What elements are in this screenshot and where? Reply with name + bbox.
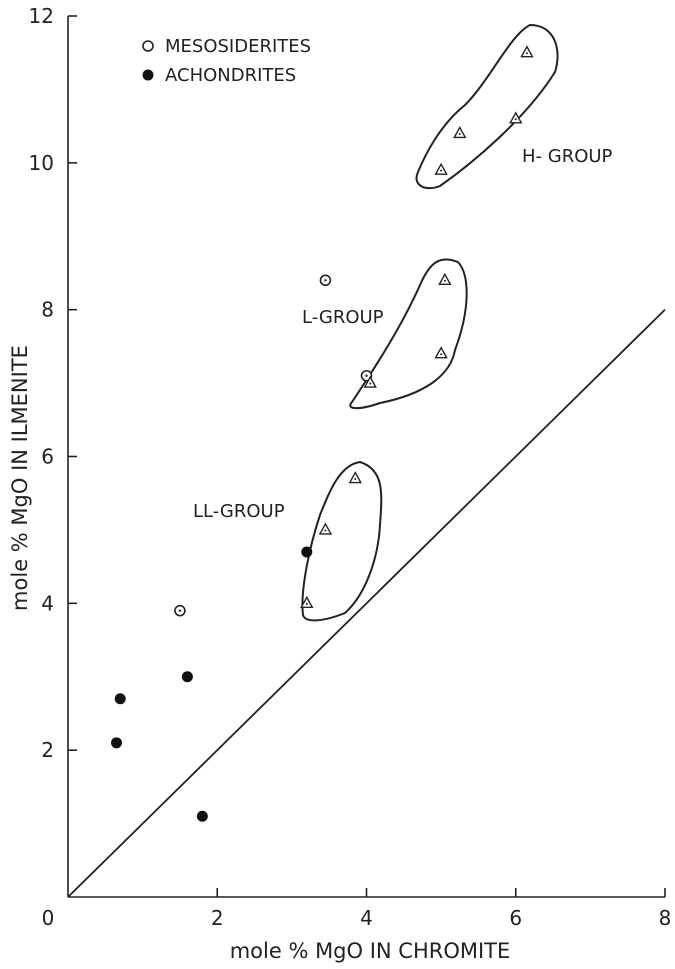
x-axis-title: mole % MgO IN CHROMITE [230,939,511,963]
x-tick-label: 6 [509,906,522,930]
legend-marker-filled-circle [142,69,154,81]
group-envelopes [301,23,559,622]
y-axis-title: mole % MgO IN ILMENITE [8,345,32,611]
chondrite-point [434,162,448,175]
achondrite-point [196,810,208,822]
chondrite-point [438,272,452,285]
chondrite-point-center [458,132,461,135]
l-group-envelope [349,258,468,410]
legend-marker-open-circle [142,40,154,52]
h-group-envelope [415,23,559,190]
achondrite-point [111,737,123,749]
chondrite-point-center [305,602,308,605]
mesosiderite-point-center [365,374,368,377]
chondrite-point-center [525,52,528,55]
group-labels: H- GROUP L-GROUP LL-GROUP [193,146,613,522]
x-tick-label: 4 [360,906,373,930]
ll-group-label: LL-GROUP [193,501,285,522]
mesosiderite-point-center [324,279,327,282]
chondrite-point-center [324,529,327,532]
x-tick-label: 0 [42,906,55,930]
chondrite-point [300,595,314,609]
chondrite-point [318,522,333,535]
achondrite-point [181,671,193,683]
data-points [111,45,534,822]
chondrite-point [453,126,467,139]
y-tick-label: 12 [29,4,54,28]
chondrite-point-center [440,169,443,172]
chondrite-point-center [354,478,357,481]
l-group-label: L-GROUP [302,307,384,328]
chondrite-point [520,45,534,58]
reference-line [67,309,666,898]
chondrite-point [434,346,448,359]
y-tick-label: 8 [41,298,54,322]
chondrite-point-center [440,353,443,356]
ticks: 0 2 4 6 8 2 4 6 8 10 12 [29,4,672,930]
chondrite-point-center [443,279,446,282]
y-tick-label: 10 [29,151,54,175]
y-tick-label: 6 [41,445,54,469]
chondrite-point-center [369,382,372,385]
achondrite-point [114,693,126,705]
x-tick-label: 2 [211,906,224,930]
mesosiderite-point-center [178,609,182,612]
chondrite-point-center [514,118,517,121]
legend: MESOSIDERITES ACHONDRITES [142,36,311,86]
ll-group-envelope [301,460,383,622]
y-tick-label: 2 [41,738,54,762]
legend-label-mesosiderites: MESOSIDERITES [165,36,311,57]
x-tick-label: 8 [659,906,672,930]
chondrite-point [348,471,362,484]
y-tick-label: 4 [41,591,54,615]
chondrite-point [509,111,523,124]
achondrite-point [301,546,313,558]
legend-label-achondrites: ACHONDRITES [165,65,296,86]
h-group-label: H- GROUP [522,146,613,167]
chondrite-point [363,375,377,388]
